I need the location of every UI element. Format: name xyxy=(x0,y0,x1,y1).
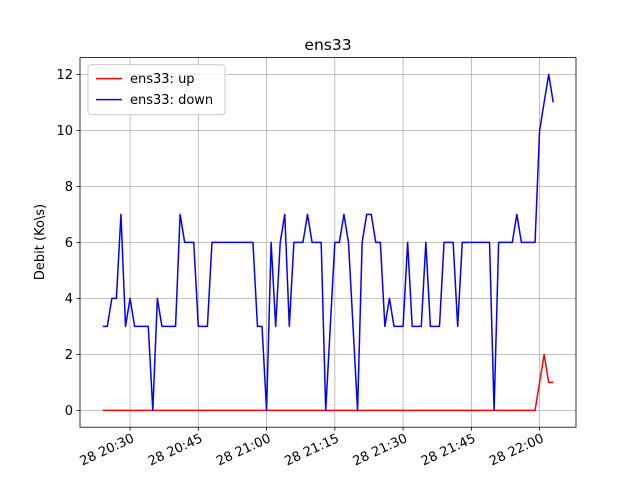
y-tick-label: 2 xyxy=(65,348,73,363)
legend-label: ens33: down xyxy=(130,93,213,108)
y-tick-label: 12 xyxy=(56,68,73,83)
legend-label: ens33: up xyxy=(130,72,195,87)
data-line xyxy=(102,353,554,412)
chart-title: ens33 xyxy=(304,36,351,54)
y-axis-label: Debit (Ko\s) xyxy=(33,204,48,280)
y-tick-label: 0 xyxy=(65,404,73,419)
y-tick-label: 8 xyxy=(65,180,73,195)
legend-box xyxy=(87,64,226,116)
data-line xyxy=(102,73,554,412)
axes-frame xyxy=(79,57,577,428)
y-tick-label: 10 xyxy=(56,124,73,139)
y-tick-label: 6 xyxy=(65,236,73,251)
y-tick-label: 4 xyxy=(65,292,73,307)
